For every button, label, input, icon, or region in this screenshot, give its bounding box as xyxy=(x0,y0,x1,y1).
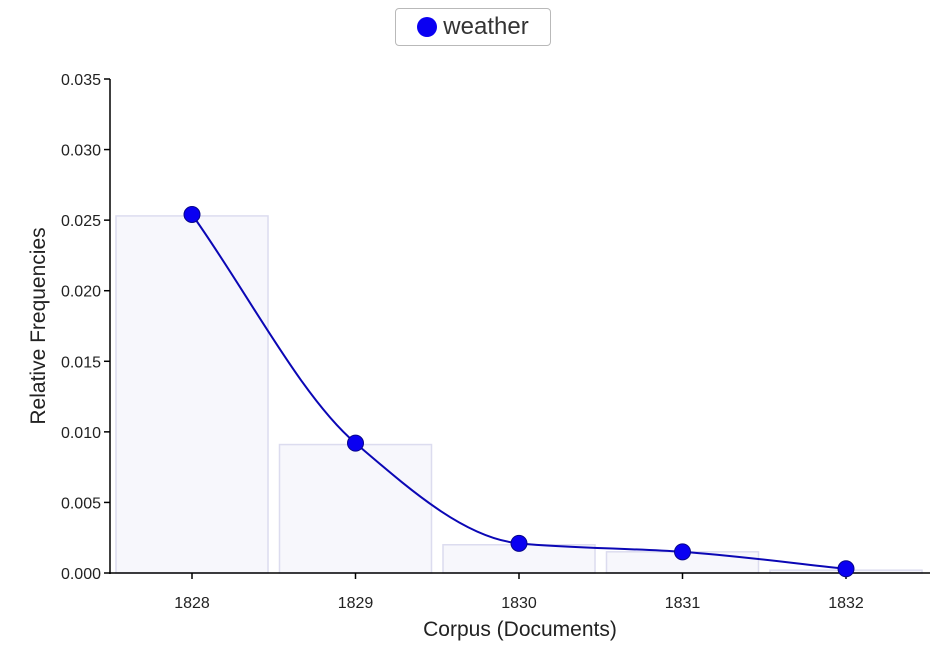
y-tick-label: 0.020 xyxy=(61,284,101,301)
data-point-1828[interactable] xyxy=(183,205,201,223)
legend-label: weather xyxy=(443,13,529,40)
y-tick-label: 0.010 xyxy=(61,425,101,442)
y-tick-label: 0.030 xyxy=(61,143,101,160)
axes-layer: 0.000 0.005 0.010 0.015 0.020 0.025 0.030 0.035… xyxy=(61,72,930,612)
data-point-1829[interactable] xyxy=(347,434,364,452)
y-tick-label: 0.035 xyxy=(61,72,101,89)
x-tick-label: 1828 xyxy=(174,595,210,612)
y-axis-title: Relative Frequencies xyxy=(27,227,50,424)
bar-1829 xyxy=(278,443,433,574)
series-line-weather xyxy=(191,213,847,570)
data-point-1832[interactable] xyxy=(837,560,855,578)
bars-layer xyxy=(115,215,923,574)
y-tick-label: 0.015 xyxy=(61,354,101,371)
legend[interactable]: weather xyxy=(395,8,551,46)
x-tick-label: 1830 xyxy=(501,595,537,612)
x-axis-title: Corpus (Documents) xyxy=(423,618,617,641)
points-layer xyxy=(183,205,855,578)
y-tick-label: 0.005 xyxy=(61,495,101,512)
data-point-1830[interactable] xyxy=(510,534,528,552)
legend-marker-icon xyxy=(417,17,438,37)
x-tick-label: 1831 xyxy=(665,595,701,612)
x-tick-label: 1832 xyxy=(828,595,864,612)
x-tick-label: 1829 xyxy=(338,595,374,612)
y-tick-label: 0.025 xyxy=(61,213,101,230)
data-point-1831[interactable] xyxy=(674,543,691,561)
y-tick-label: 0.000 xyxy=(61,566,101,583)
bar-1828 xyxy=(115,215,269,574)
